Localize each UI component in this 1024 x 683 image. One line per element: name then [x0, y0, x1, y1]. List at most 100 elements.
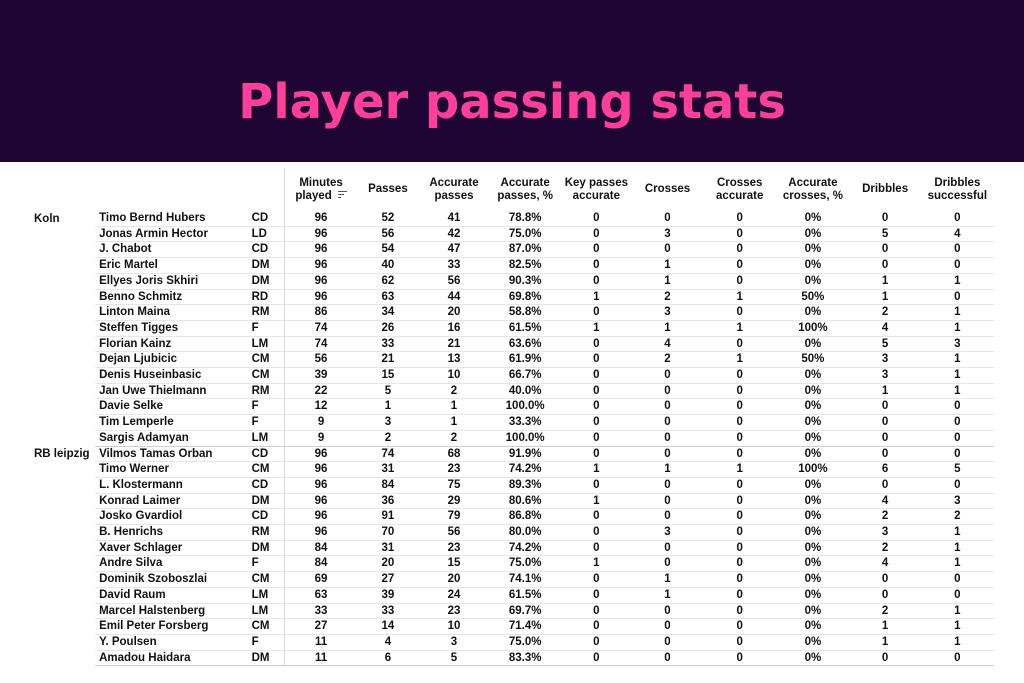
stat-cell: 0% [776, 398, 850, 416]
stat-cell: 96 [283, 273, 358, 290]
stat-cell: 0 [560, 524, 632, 541]
sort-lines-icon[interactable] [337, 191, 347, 199]
table-row: J. Chabot CD 96 54 47 87.0% 0 0 0 0% 0 0 [30, 241, 994, 259]
player-name: Ellyes Joris Skhiri [95, 273, 248, 290]
column-header-accurate-passes[interactable]: Accurate passes [429, 176, 479, 202]
column-header-key-passes-accurate[interactable]: Key passes accurate [564, 176, 628, 202]
stat-cell: 0% [776, 524, 850, 541]
stat-cell: 96 [283, 493, 358, 510]
stat-cell: 0 [631, 493, 704, 510]
stat-cell: 1 [703, 320, 777, 337]
player-name: Denis Huseinbasic [95, 367, 248, 384]
player-position: CD [247, 446, 285, 463]
stat-cell: 0 [560, 430, 632, 447]
column-header-dribbles-successful[interactable]: Dribbles successful [927, 176, 988, 202]
player-name: David Raum [95, 587, 248, 604]
column-header-passes[interactable]: Passes [368, 183, 408, 195]
stat-cell: 0 [703, 618, 777, 635]
stat-cell: 74.1% [489, 571, 561, 588]
stat-cell: 3 [849, 351, 921, 369]
stat-cell: 96 [283, 226, 358, 243]
stat-cell: 0 [920, 430, 994, 447]
stat-cell: 56 [418, 273, 490, 290]
table-row: Koln Timo Bernd Hubers CD 96 52 41 78.8% 0 0 0 0% 0… [30, 211, 994, 227]
column-header-minutes-played[interactable]: Minutes played [283, 168, 358, 211]
stat-cell: 1 [920, 367, 994, 384]
stat-cell: 1 [631, 587, 704, 604]
player-position: CD [247, 241, 285, 259]
stat-cell: 84 [357, 477, 419, 494]
stat-cell: 1 [560, 289, 632, 306]
column-header-accurate-crosses-pct[interactable]: Accurate crosses, % [782, 176, 843, 202]
table-row: Amadou Haidara DM 11 6 5 83.3% 0 0 0 0% 0 0 [30, 650, 994, 667]
stat-cell: 21 [418, 336, 490, 353]
stat-cell: 62 [357, 273, 419, 290]
stat-cell: 50% [776, 289, 850, 306]
stat-cell: 0 [560, 273, 632, 290]
player-position: LM [247, 336, 285, 353]
stat-cell: 0 [560, 446, 632, 463]
stat-cell: 0 [631, 650, 704, 667]
stat-cell: 0% [776, 540, 850, 557]
stat-cell: 0 [703, 273, 777, 290]
stat-cell: 0 [631, 555, 704, 573]
player-position: CD [247, 477, 285, 494]
stat-cell: 79 [418, 508, 490, 526]
stat-cell: 9 [283, 414, 358, 431]
stat-cell: 1 [849, 383, 921, 400]
stat-cell: 3 [418, 634, 490, 651]
stat-cell: 29 [418, 493, 490, 510]
header-row: Minutes played Passes Accurate passes Ac… [30, 168, 994, 211]
stat-cell: 0 [703, 650, 777, 667]
stat-cell: 0 [631, 618, 704, 635]
stat-cell: 1 [560, 555, 632, 573]
stat-cell: 61.5% [489, 587, 561, 604]
stat-cell: 13 [418, 351, 490, 369]
stat-cell: 75 [418, 477, 490, 494]
stat-cell: 0 [631, 508, 704, 526]
stat-cell: 0 [849, 571, 921, 588]
player-position: DM [247, 257, 285, 274]
stat-cell: 23 [418, 603, 490, 620]
stat-cell: 0 [560, 304, 632, 321]
stat-cell: 2 [849, 540, 921, 557]
column-header-accurate-passes-pct[interactable]: Accurate passes, % [497, 176, 553, 202]
stat-cell: 5 [920, 461, 994, 478]
stat-cell: 91.9% [489, 446, 561, 463]
stat-cell: 0 [703, 211, 777, 227]
column-header-crosses-accurate[interactable]: Crosses accurate [716, 176, 764, 202]
stat-cell: 56 [418, 524, 490, 541]
stat-cell: 1 [703, 461, 777, 478]
stat-cell: 47 [418, 241, 490, 259]
stat-cell: 3 [631, 304, 704, 321]
player-name: Xaver Schlager [95, 540, 248, 557]
stat-cell: 21 [357, 351, 419, 369]
stat-cell: 0% [776, 241, 850, 259]
stat-cell: 0% [776, 257, 850, 274]
stat-cell: 0 [560, 650, 632, 667]
stat-cell: 96 [283, 211, 358, 227]
stat-cell: 1 [849, 289, 921, 306]
team-column-header [30, 168, 95, 211]
player-name: Y. Poulsen [95, 634, 248, 651]
stat-cell: 1 [920, 320, 994, 337]
stat-cell: 0 [560, 477, 632, 494]
stat-cell: 0 [631, 241, 704, 259]
stat-cell: 15 [418, 555, 490, 573]
stat-cell: 84 [283, 555, 358, 573]
stat-cell: 74 [357, 446, 419, 463]
stat-cell: 0 [631, 398, 704, 416]
stat-cell: 50% [776, 351, 850, 369]
player-name: Florian Kainz [95, 336, 248, 353]
stat-cell: 63 [283, 587, 358, 604]
column-header-crosses[interactable]: Crosses [644, 183, 691, 195]
stat-cell: 1 [418, 414, 490, 431]
table-row: Timo Werner CM 96 31 23 74.2% 1 1 1 100% 6 5 [30, 461, 994, 478]
stat-cell: 23 [418, 540, 490, 557]
stat-cell: 16 [418, 320, 490, 337]
stat-cell: 0 [560, 211, 632, 227]
stat-cell: 74.2% [489, 461, 561, 478]
stat-cell: 41 [418, 211, 490, 227]
stat-cell: 0 [703, 634, 777, 651]
column-header-dribbles[interactable]: Dribbles [862, 183, 909, 195]
